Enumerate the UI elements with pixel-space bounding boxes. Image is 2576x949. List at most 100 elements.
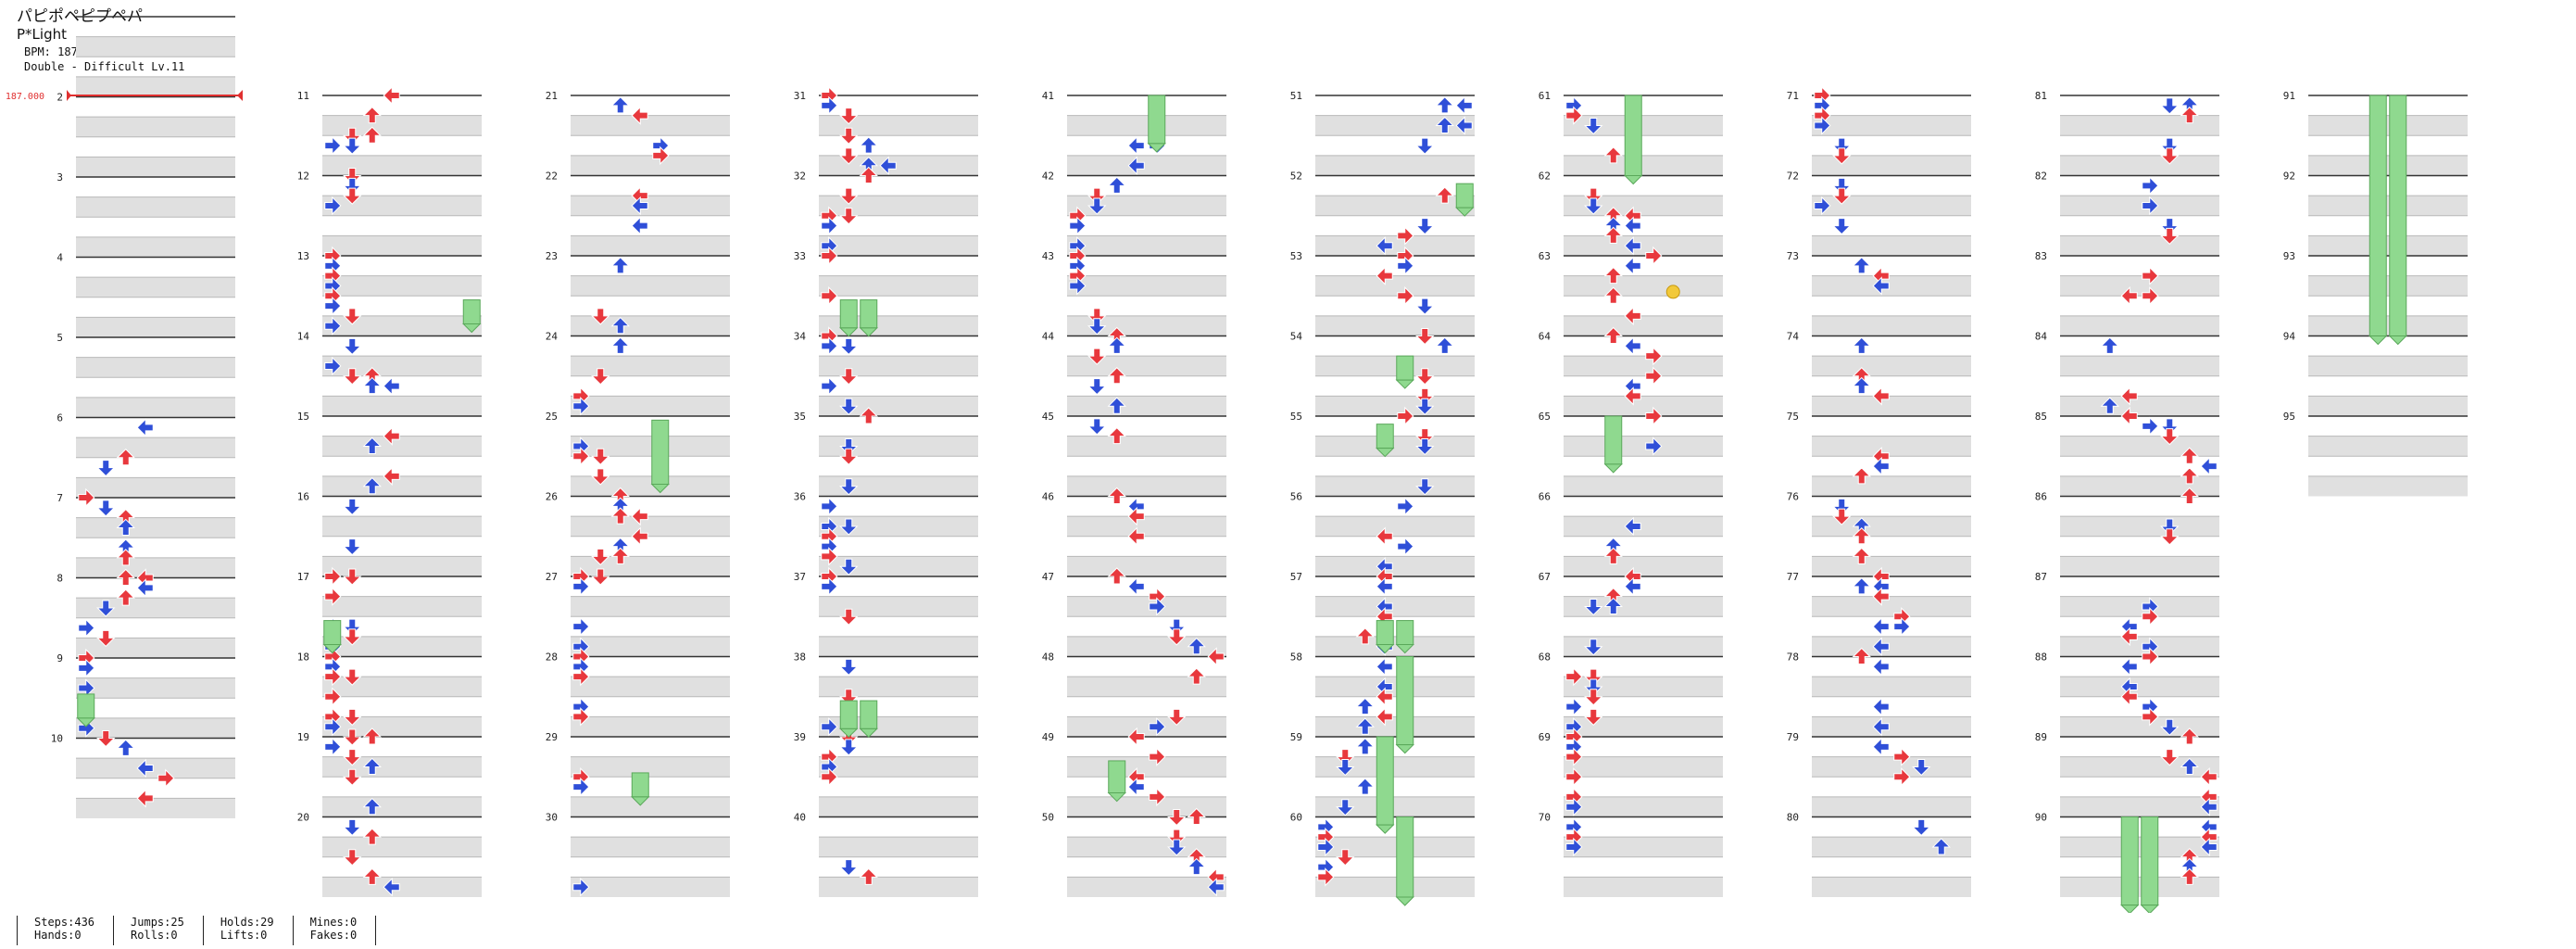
arrow-note	[362, 106, 382, 124]
arrow-note	[610, 316, 630, 335]
arrow-note	[572, 666, 590, 687]
measure-number: 38	[794, 652, 806, 664]
measure-number: 2	[57, 92, 63, 104]
lane-stripe	[76, 798, 235, 818]
arrow-note	[1565, 106, 1583, 125]
arrow-note	[2200, 456, 2218, 476]
arrow-note	[859, 166, 878, 183]
lane-stripe	[2308, 155, 2468, 176]
arrow-note	[2120, 626, 2138, 647]
arrow-note	[383, 376, 400, 396]
hold-tail	[1147, 143, 1166, 153]
hold-tail	[859, 327, 878, 337]
measure-number: 31	[794, 90, 806, 102]
lane-stripe	[571, 196, 730, 216]
arrow-note	[324, 587, 342, 606]
lane-stripe	[322, 556, 482, 576]
arrow-note	[631, 506, 648, 526]
hold-body	[860, 700, 878, 729]
arrow-note	[1355, 627, 1375, 645]
arrow-note	[839, 187, 859, 205]
arrow-note	[572, 877, 590, 897]
arrow-note	[362, 376, 382, 395]
arrow-note	[1355, 697, 1375, 715]
lane-stripe	[1564, 796, 1723, 817]
arrow-note	[610, 547, 630, 564]
lane-stripe	[1315, 356, 1475, 376]
lane-stripe	[1564, 436, 1723, 457]
arrow-note	[343, 818, 362, 837]
lane-stripe	[322, 756, 482, 778]
lane-stripe	[1067, 556, 1226, 576]
arrow-note	[1852, 336, 1871, 354]
arrow-note	[136, 758, 154, 778]
arrow-note	[2200, 837, 2218, 857]
lane-stripe	[1564, 677, 1723, 697]
mine-note	[1665, 285, 1680, 299]
lane-stripe	[2060, 556, 2219, 576]
arrow-note	[383, 466, 400, 487]
arrow-note	[343, 137, 362, 155]
measure-number: 69	[1539, 731, 1551, 743]
stat-holds-lifts: Holds:29 Lifts:0	[202, 916, 293, 945]
arrow-note	[1336, 749, 1355, 766]
arrow-note	[2142, 176, 2159, 196]
arrow-note	[96, 600, 116, 617]
lane-stripe	[322, 516, 482, 537]
arrow-note	[136, 578, 154, 598]
lane-stripe	[1812, 475, 1971, 497]
measure-number: 60	[1290, 812, 1302, 824]
lane-stripe	[1315, 556, 1475, 576]
stat-rolls: Rolls:0	[131, 929, 178, 942]
measure-number: 6	[57, 412, 63, 424]
lane-stripe	[571, 235, 730, 256]
arrow-note	[1814, 116, 1831, 135]
arrow-note	[1397, 286, 1414, 306]
lane-stripe	[76, 117, 235, 137]
measure-number: 4	[57, 252, 63, 264]
measure-number: 41	[1042, 90, 1054, 102]
arrow-note	[2120, 687, 2138, 706]
hold-body	[1396, 620, 1414, 646]
arrow-note	[1584, 117, 1603, 135]
arrow-note	[1435, 186, 1454, 204]
arrow-note	[1187, 807, 1206, 825]
hold-tail	[859, 728, 878, 739]
arrow-note	[78, 658, 95, 678]
hold-tail	[1107, 792, 1126, 803]
lane-stripe	[819, 356, 978, 376]
arrow-note	[2160, 418, 2180, 436]
hold-tail	[1455, 207, 1475, 217]
lane-stripe	[1812, 716, 1971, 737]
lane-stripe	[2060, 837, 2219, 857]
arrow-note	[821, 576, 838, 597]
hold-body	[2389, 95, 2407, 336]
measure-number: 47	[1042, 571, 1054, 583]
arrow-note	[1872, 456, 1890, 476]
arrow-note	[1149, 716, 1166, 737]
measure-number: 88	[2035, 652, 2047, 664]
hold-body	[839, 299, 858, 329]
arrow-note	[96, 730, 116, 748]
arrow-note	[1872, 276, 1890, 296]
arrow-note	[610, 336, 630, 354]
measure-number: 51	[1290, 90, 1302, 102]
arrow-note	[1435, 116, 1454, 133]
arrow-note	[1832, 498, 1852, 516]
arrow-note	[2142, 416, 2159, 437]
arrow-note	[324, 316, 342, 335]
lane-stripe	[76, 717, 235, 739]
arrow-note	[839, 108, 859, 125]
arrow-note	[1207, 647, 1225, 666]
arrow-note	[1872, 386, 1890, 406]
lane-stripe	[2060, 877, 2219, 897]
arrow-note	[116, 518, 135, 536]
lane-stripe	[1067, 475, 1226, 497]
lane-stripe	[1812, 196, 1971, 216]
arrow-note	[821, 336, 838, 356]
lane-stripe	[76, 277, 235, 297]
lane-stripe	[76, 397, 235, 418]
arrow-note	[2142, 286, 2159, 306]
arrow-note	[383, 85, 400, 106]
lane-stripe	[322, 235, 482, 256]
